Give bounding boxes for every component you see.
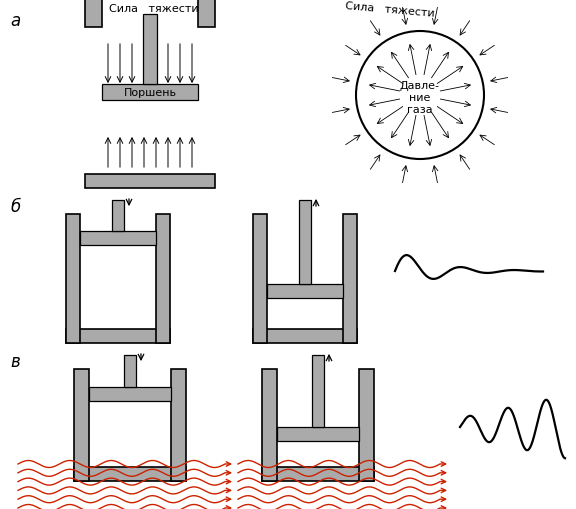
- Bar: [267, 285, 343, 298]
- Bar: [277, 427, 359, 441]
- Text: Сила   тяжести: Сила тяжести: [109, 4, 199, 14]
- Bar: [66, 329, 170, 344]
- Bar: [74, 467, 186, 481]
- Text: б: б: [10, 197, 20, 216]
- Bar: [359, 369, 374, 481]
- Bar: [262, 467, 374, 481]
- Bar: [124, 355, 136, 387]
- Bar: [171, 369, 186, 481]
- Bar: [299, 201, 311, 285]
- Bar: [253, 215, 267, 344]
- Bar: [89, 387, 171, 401]
- Bar: [312, 355, 324, 427]
- Bar: [66, 215, 80, 344]
- Bar: [85, 175, 215, 189]
- Bar: [74, 369, 89, 481]
- Text: a: a: [10, 12, 20, 30]
- Bar: [80, 232, 156, 245]
- Circle shape: [356, 32, 484, 160]
- Bar: [143, 15, 157, 85]
- Bar: [198, 0, 215, 28]
- Text: Давле-
ние
газа: Давле- ние газа: [400, 80, 440, 115]
- Bar: [253, 329, 357, 344]
- Bar: [343, 215, 357, 344]
- Bar: [262, 369, 277, 481]
- Bar: [102, 85, 198, 101]
- Bar: [85, 0, 102, 28]
- Text: в: в: [10, 352, 20, 370]
- Text: Сила   тяжести: Сила тяжести: [345, 1, 435, 19]
- Text: Поршень: Поршень: [123, 88, 176, 98]
- Bar: [112, 201, 124, 232]
- Bar: [156, 215, 170, 344]
